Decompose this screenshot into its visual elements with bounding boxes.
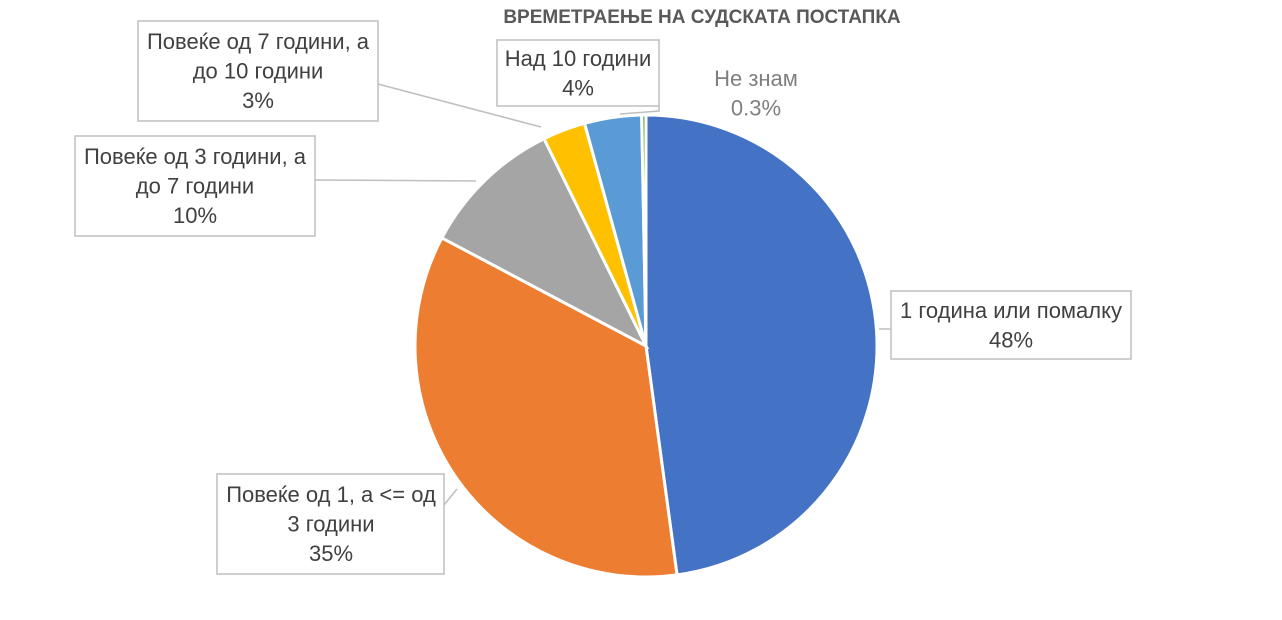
pie-slices — [413, 113, 879, 579]
data-label-value: 35% — [309, 541, 353, 566]
chart-title: ВРЕМЕТРАЕЊЕ НА СУДСКАТА ПОСТАПКА — [503, 7, 901, 28]
pie-slice — [644, 113, 879, 577]
data-label-category: Не знам — [714, 66, 798, 91]
data-label-box — [137, 20, 379, 122]
leader-line — [377, 83, 542, 128]
leader-line — [314, 179, 477, 182]
data-label-category: Повеќе од 1, а <= од — [226, 482, 436, 507]
pie-slice — [413, 235, 679, 579]
leader-line — [619, 106, 660, 115]
data-label-value: 0.3% — [731, 96, 781, 121]
data-label-box — [496, 39, 660, 107]
leader-line — [443, 488, 458, 506]
pie-slice — [640, 113, 648, 347]
data-label-category: Над 10 години — [505, 46, 652, 71]
leader-lines — [314, 83, 891, 506]
data-label-category: до 7 години — [136, 174, 254, 199]
data-label-category: до 10 години — [193, 59, 324, 84]
data-labels: 1 година или помалку 48% Повеќе од 1, а <=… — [74, 20, 1132, 575]
data-label-category: Повеќе од 7 години, а — [147, 29, 370, 54]
data-label-value: 4% — [562, 76, 594, 101]
data-label-box — [216, 473, 445, 575]
data-label-category: 1 година или помалку — [900, 298, 1122, 323]
data-label-value: 3% — [242, 88, 274, 113]
data-label-value: 48% — [989, 328, 1033, 353]
data-label-category: Повеќе од 3 години, а — [84, 144, 307, 169]
data-label-value: 10% — [173, 203, 217, 228]
pie-slice — [439, 136, 650, 350]
data-label-category: 3 години — [287, 512, 374, 537]
data-label-box — [74, 135, 316, 237]
data-label-box — [890, 290, 1132, 360]
